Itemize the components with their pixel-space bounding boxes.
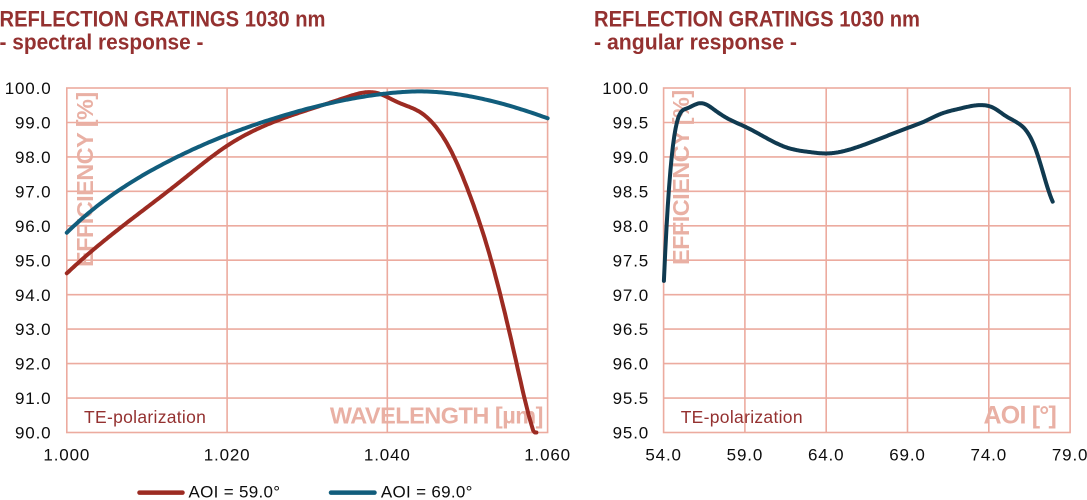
svg-text:99.0: 99.0 [613, 148, 650, 167]
svg-text:98.0: 98.0 [613, 217, 650, 236]
svg-text:REFLECTION GRATINGS 1030 nm: REFLECTION GRATINGS 1030 nm [594, 7, 920, 32]
svg-text:AOI [°]: AOI [°] [984, 401, 1056, 429]
svg-text:92.0: 92.0 [15, 355, 52, 374]
svg-text:94.0: 94.0 [15, 286, 52, 305]
svg-text:97.0: 97.0 [613, 286, 650, 305]
svg-text:AOI = 69.0°: AOI = 69.0° [381, 483, 473, 500]
svg-text:96.0: 96.0 [613, 355, 650, 374]
svg-text:- spectral response -: - spectral response - [0, 30, 204, 55]
svg-text:97.5: 97.5 [613, 251, 650, 270]
svg-text:95.0: 95.0 [15, 251, 52, 270]
svg-text:98.5: 98.5 [613, 182, 650, 201]
svg-text:95.0: 95.0 [613, 424, 650, 443]
svg-text:AOI = 59.0°: AOI = 59.0° [189, 483, 281, 500]
svg-text:EFFICIENCY [%]: EFFICIENCY [%] [668, 90, 694, 265]
svg-text:64.0: 64.0 [808, 445, 845, 464]
svg-text:96.5: 96.5 [613, 320, 650, 339]
svg-text:99.0: 99.0 [15, 114, 52, 133]
svg-text:59.0: 59.0 [727, 445, 764, 464]
svg-text:100.0: 100.0 [602, 79, 649, 98]
svg-text:95.5: 95.5 [613, 389, 650, 408]
svg-text:93.0: 93.0 [15, 320, 52, 339]
svg-text:TE-polarization: TE-polarization [84, 407, 206, 427]
svg-text:97.0: 97.0 [15, 182, 52, 201]
svg-text:1.040: 1.040 [364, 445, 411, 464]
svg-text:TE-polarization: TE-polarization [681, 407, 803, 427]
svg-text:54.0: 54.0 [645, 445, 682, 464]
svg-text:100.0: 100.0 [5, 79, 52, 98]
svg-text:74.0: 74.0 [971, 445, 1008, 464]
svg-text:1.000: 1.000 [43, 445, 90, 464]
svg-text:WAVELENGTH [µm]: WAVELENGTH [µm] [330, 402, 543, 428]
svg-text:79.0: 79.0 [1052, 445, 1087, 464]
svg-text:EFFICIENCY [%]: EFFICIENCY [%] [72, 92, 98, 267]
svg-text:REFLECTION GRATINGS 1030 nm: REFLECTION GRATINGS 1030 nm [0, 7, 326, 32]
svg-text:- angular response -: - angular response - [594, 30, 797, 55]
svg-text:1.020: 1.020 [204, 445, 251, 464]
svg-text:99.5: 99.5 [613, 114, 650, 133]
svg-text:1.060: 1.060 [524, 445, 571, 464]
svg-text:98.0: 98.0 [15, 148, 52, 167]
svg-text:96.0: 96.0 [15, 217, 52, 236]
svg-text:69.0: 69.0 [889, 445, 926, 464]
svg-text:90.0: 90.0 [15, 424, 52, 443]
svg-text:91.0: 91.0 [15, 389, 52, 408]
